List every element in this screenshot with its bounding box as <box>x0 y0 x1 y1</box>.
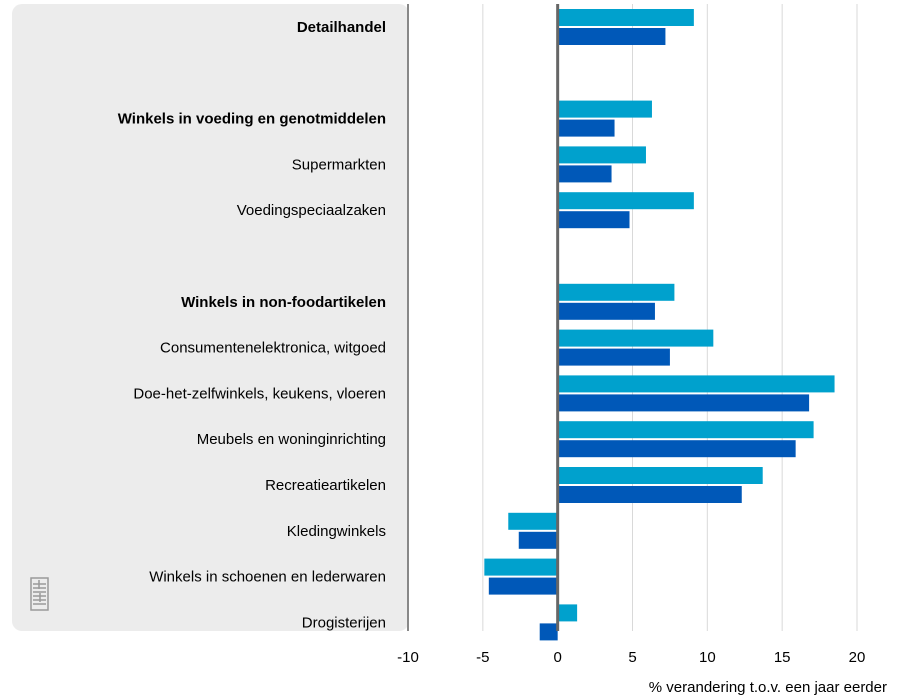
bar-series-2 <box>557 348 670 366</box>
category-label: Drogisterijen <box>302 614 386 631</box>
category-label: Supermarkten <box>292 156 386 173</box>
x-tick-label: -5 <box>476 649 489 666</box>
category-label: Doe-het-zelfwinkels, keukens, vloeren <box>133 385 386 402</box>
x-tick-label: 10 <box>699 649 716 666</box>
category-label: Consumentenelektronica, witgoed <box>160 340 386 357</box>
category-label: Kledingwinkels <box>287 523 386 540</box>
x-tick-label: 15 <box>774 649 791 666</box>
category-label: Winkels in voeding en genotmiddelen <box>118 111 386 128</box>
bar-series-1 <box>557 100 652 118</box>
bar-series-1 <box>557 9 694 26</box>
cbs-logo <box>30 577 49 611</box>
category-label: Winkels in schoenen en lederwaren <box>149 569 386 586</box>
category-label: Meubels en woninginrichting <box>197 431 386 448</box>
bar-series-2 <box>557 211 630 229</box>
bar-series-2 <box>518 531 558 549</box>
label-panel <box>12 4 409 631</box>
bar-series-2 <box>557 119 615 137</box>
category-label: Voedingspeciaalzaken <box>237 202 386 219</box>
category-label: Winkels in non-foodartikelen <box>181 294 386 311</box>
bar-series-1 <box>557 375 835 393</box>
x-tick-label: 20 <box>849 649 866 666</box>
bar-series-1 <box>557 283 675 301</box>
zero-axis <box>407 4 560 631</box>
bar-series-2 <box>557 165 612 183</box>
x-axis-title: % verandering t.o.v. een jaar eerder <box>649 679 887 696</box>
category-label: Detailhandel <box>297 19 386 36</box>
x-tick-label: 0 <box>553 649 561 666</box>
bar-series-1 <box>557 192 694 210</box>
bar-series-1 <box>557 467 763 484</box>
bar-series-1 <box>484 558 558 576</box>
bar-series-2 <box>557 302 655 320</box>
tick-labels: -10 -5 0 5 10 15 20 <box>397 649 865 666</box>
bar-series-1 <box>508 512 558 530</box>
bar-series-1 <box>557 421 814 439</box>
bar-series-2 <box>557 28 666 45</box>
bar-series-1 <box>557 604 578 622</box>
x-tick-label: 5 <box>628 649 636 666</box>
bar-series-2 <box>557 486 742 503</box>
category-labels: Detailhandel Winkels in voeding en genotm… <box>118 19 386 631</box>
bar-series-2 <box>557 440 796 458</box>
bar-series-2 <box>539 623 558 641</box>
bar-series-2 <box>488 577 558 595</box>
bar-series-1 <box>557 329 714 347</box>
x-tick-label: -10 <box>397 649 419 666</box>
category-label: Recreatieartikelen <box>265 477 386 494</box>
bars <box>484 9 835 641</box>
bar-series-1 <box>557 146 646 164</box>
bar-series-2 <box>557 394 810 412</box>
